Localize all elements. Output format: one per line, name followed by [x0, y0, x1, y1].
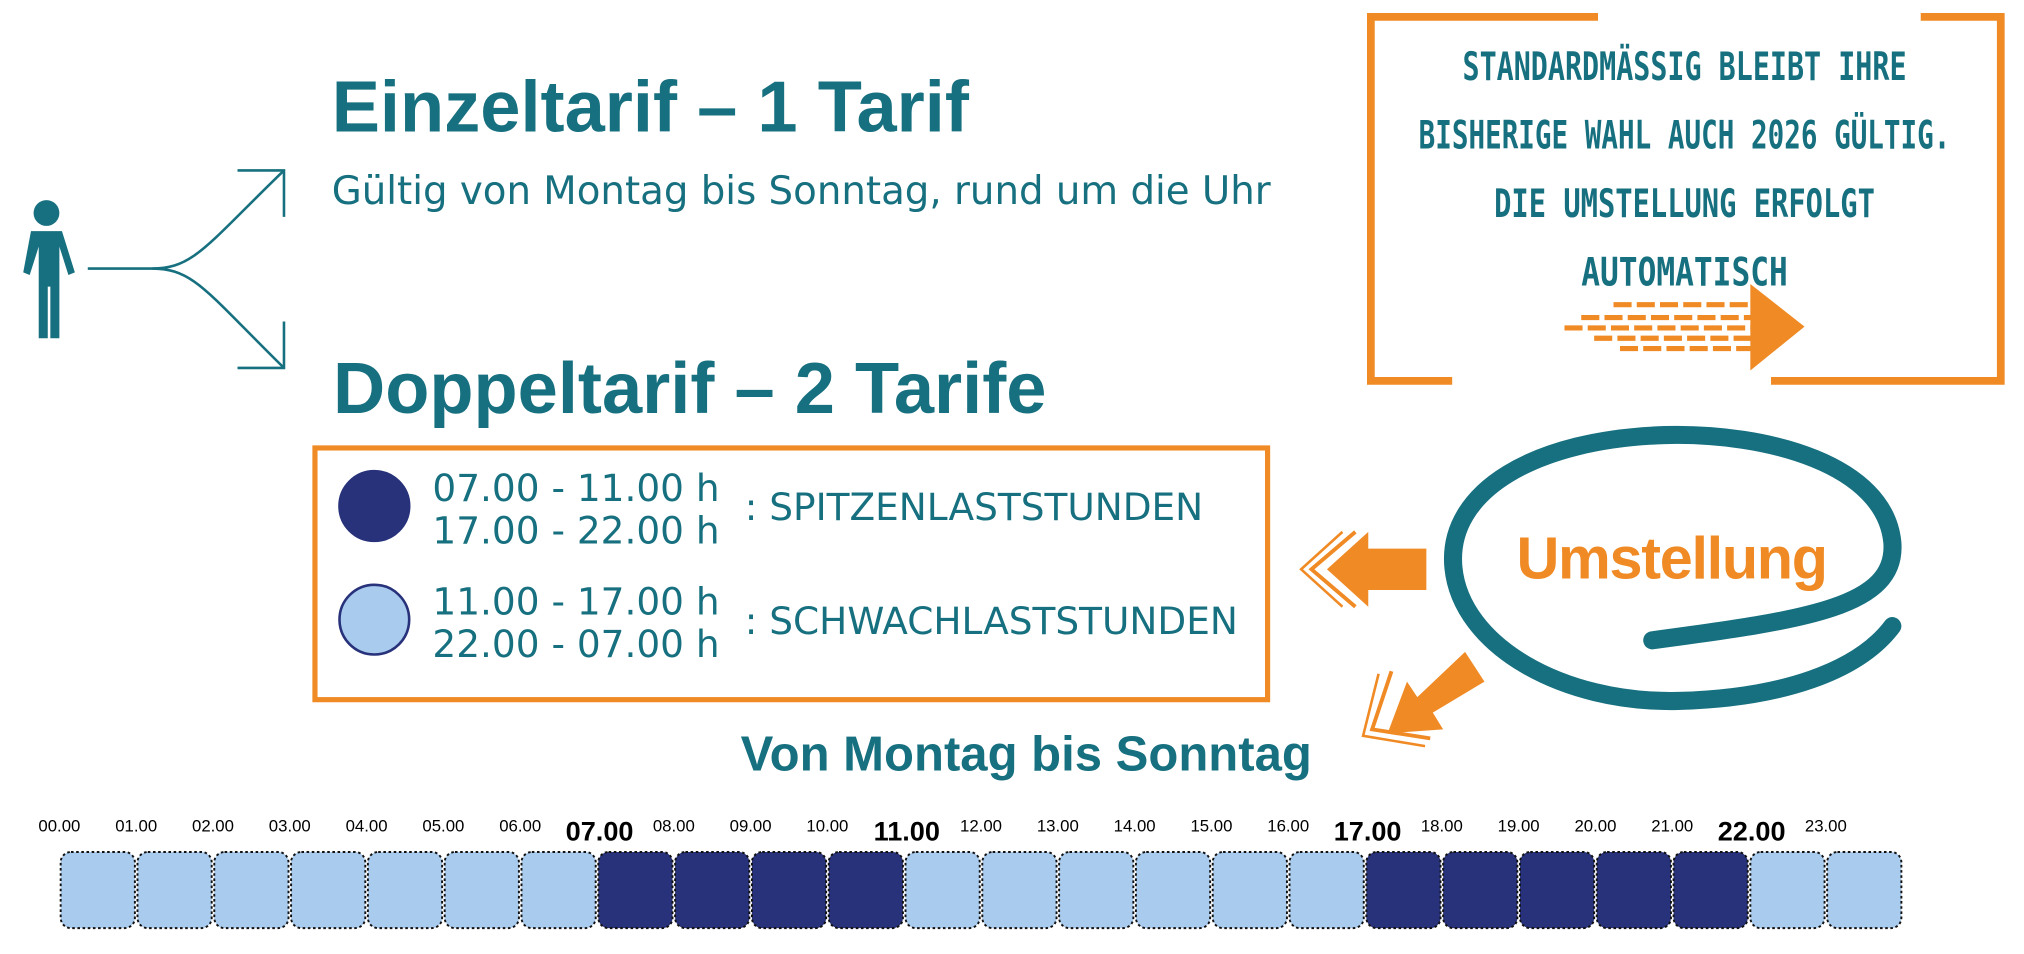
legend-box: [312, 445, 1271, 703]
hour-cell: [1826, 851, 1903, 930]
swirl: [1444, 425, 1902, 710]
hour-cell: [59, 851, 136, 930]
hour-label: 06.00: [499, 816, 541, 835]
legend-time: 11.00 - 17.00 h: [432, 579, 719, 623]
hour-label: 16.00: [1267, 816, 1309, 835]
timeline-title: Von Montag bis Sonntag: [741, 728, 1312, 782]
notice-line: AUTOMATISCH: [1581, 250, 1788, 295]
hour-cell: [213, 851, 290, 930]
legend-label: : SPITZENLASTSTUNDEN: [745, 485, 1203, 529]
notice: STANDARDMÄSSIG BLEIBT IHRE BISHERIGE WAHL…: [1419, 43, 1951, 295]
notice-line: BISHERIGE WAHL AUCH 2026 GÜLTIG.: [1419, 111, 1951, 158]
notice-line: STANDARDMÄSSIG BLEIBT IHRE: [1462, 43, 1906, 90]
hour-label: 05.00: [422, 816, 464, 835]
hour-cell: [520, 851, 597, 930]
notice-line: DIE UMSTELLUNG ERFOLGT: [1494, 182, 1875, 227]
split-arrows: [87, 169, 286, 370]
hour-cell: [1288, 851, 1365, 930]
legend-label: : SCHWACHLASTSTUNDEN: [745, 599, 1238, 643]
single-subtitle: Gültig von Montag bis Sonntag, rund um d…: [332, 169, 1271, 214]
hour-label: 21.00: [1651, 816, 1693, 835]
legend: 07.00 - 11.00 h17.00 - 22.00 h : SPITZENL…: [338, 466, 1238, 666]
hour-cell: [1365, 851, 1442, 930]
hour-label: 01.00: [115, 816, 157, 835]
hour-label: 20.00: [1574, 816, 1616, 835]
switch-label: Umstellung: [1516, 524, 1826, 591]
hour-label: 15.00: [1190, 816, 1232, 835]
hour-label: 08.00: [653, 816, 695, 835]
legend-dot: [338, 583, 411, 656]
legend-dot: [338, 469, 411, 543]
single-title: Einzeltarif – 1 Tarif: [332, 68, 970, 148]
hour-label: 10.00: [806, 816, 848, 835]
hour-cell: [1442, 851, 1519, 930]
hour-cell: [290, 851, 367, 930]
hour-label: 19.00: [1498, 816, 1540, 835]
switch-arrows: [1299, 530, 1485, 748]
hour-cell: [1672, 851, 1749, 930]
hour-cell: [1211, 851, 1288, 930]
hour-label: 22.00: [1718, 815, 1786, 846]
hour-label: 02.00: [192, 816, 234, 835]
hour-cell: [1595, 851, 1672, 930]
hour-cell: [674, 851, 751, 930]
hour-cell: [827, 851, 904, 930]
hour-label: 09.00: [730, 816, 772, 835]
hour-cell: [1058, 851, 1135, 930]
hour-label: 11.00: [874, 815, 940, 846]
person-icon: [23, 200, 75, 339]
hour-label: 00.00: [38, 816, 80, 835]
hour-cell: [1134, 851, 1212, 930]
timeline: 00.00 01.00 02.00 03.00 04.00 05.00 06.00 07.00…: [38, 815, 1903, 930]
hour-cell: [597, 851, 674, 930]
legend-time: 17.00 - 22.00 h: [432, 508, 719, 552]
hour-label: 04.00: [346, 816, 388, 835]
hour-cell: [981, 851, 1058, 930]
legend-time: 07.00 - 11.00 h: [432, 466, 719, 510]
hour-label: 18.00: [1421, 816, 1463, 835]
legend-time: 22.00 - 07.00 h: [432, 622, 719, 666]
hour-label: 12.00: [960, 816, 1002, 835]
hour-cell: [366, 851, 444, 930]
hour-cell: [750, 851, 828, 930]
hour-cell: [136, 851, 213, 930]
hour-cell: [443, 851, 520, 930]
speed-arrow: [1564, 284, 1805, 371]
hour-label: 23.00: [1805, 816, 1847, 835]
hour-label: 03.00: [269, 816, 311, 835]
hour-cell: [1749, 851, 1826, 930]
hour-cell: [1518, 851, 1596, 930]
hour-label: 14.00: [1114, 816, 1156, 835]
double-title: Doppeltarif – 2 Tarife: [333, 349, 1046, 429]
notice-frame: [1366, 12, 2005, 385]
hour-label: 17.00: [1334, 815, 1402, 846]
hour-cell: [904, 851, 981, 930]
hour-label: 07.00: [566, 815, 634, 846]
hour-label: 13.00: [1037, 816, 1079, 835]
